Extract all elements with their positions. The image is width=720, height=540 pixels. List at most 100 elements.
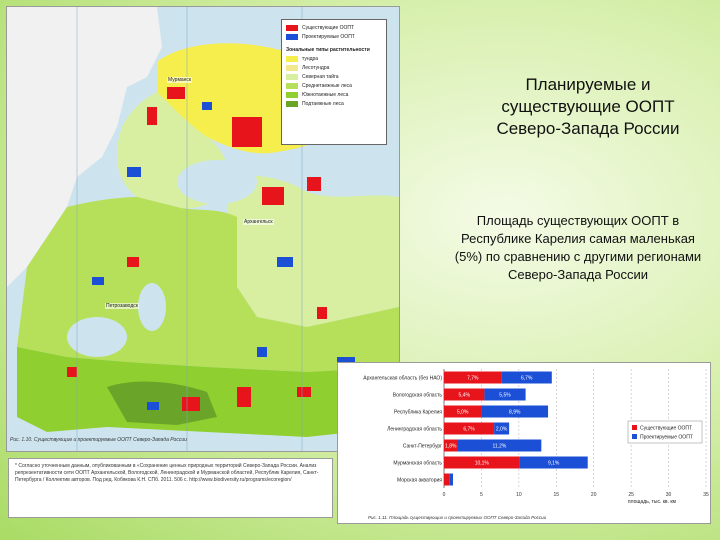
planned-patch: [257, 347, 267, 357]
bar-planned: [484, 388, 526, 401]
bar-existing: [444, 371, 502, 384]
legend-label: Среднетаежные леса: [302, 83, 352, 89]
legend-swatch: [286, 74, 298, 80]
bar-planned: [519, 456, 588, 469]
footnote-text: * Согласно уточненным данным, опубликова…: [15, 463, 319, 483]
category-label: Архангельская область (без НАО): [363, 376, 442, 382]
x-tick-label: 0: [443, 492, 446, 498]
x-tick-label: 15: [554, 492, 560, 498]
bar-existing: [444, 473, 450, 486]
legend-zone-item: Подтаежные леса: [286, 100, 382, 108]
legend-zone-item: Лесотундра: [286, 64, 382, 72]
category-label: Вологодская область: [393, 393, 443, 399]
chart-legend-swatch: [632, 434, 637, 439]
legend-label: тундра: [302, 56, 319, 62]
oopt-patch: [167, 87, 185, 99]
bar-existing: [444, 439, 458, 452]
chart-legend: [627, 420, 703, 444]
legend-swatch: [286, 56, 298, 62]
map-foreign-land: [7, 7, 162, 287]
legend-item-existing: Существующие ООПТ: [286, 24, 382, 32]
data-label: 8,9%: [509, 410, 521, 416]
x-tick-label: 20: [591, 492, 597, 498]
oopt-patch: [317, 307, 327, 319]
bar-existing: [444, 456, 520, 469]
x-tick-label: 25: [628, 492, 634, 498]
legend-label: Южнотаежные леса: [302, 92, 349, 98]
legend-label: Существующие ООПТ: [302, 25, 355, 31]
data-label: 10,1%: [475, 461, 490, 467]
map-ladoga-lake: [67, 317, 127, 357]
slide-title: Планируемые и существующие ООПТ Северо-З…: [496, 75, 680, 138]
chart-legend-label: Существующие ООПТ: [640, 426, 692, 432]
legend-label: Подтаежные леса: [302, 101, 344, 107]
oopt-patch: [262, 187, 284, 205]
data-label: 5,5%: [499, 393, 511, 399]
oopt-patch: [297, 387, 311, 397]
area-bar-chart: 0 5 10 15 20 25 30 35 площадь, тыс. кв. км Арханг…: [363, 369, 709, 520]
data-label: 9,1%: [548, 461, 560, 467]
planned-patch: [92, 277, 104, 285]
map-subtaiga: [107, 381, 217, 425]
bar-planned: [481, 405, 549, 418]
map-panel: Существующие ООПТ Проектируемые ООПТ Зон…: [6, 6, 400, 452]
legend-zone-item: тундра: [286, 55, 382, 63]
map-legend: Существующие ООПТ Проектируемые ООПТ Зон…: [281, 19, 387, 145]
data-label: 11,2%: [492, 444, 506, 450]
legend-zone-item: Среднетаежные леса: [286, 82, 382, 90]
bar-planned: [494, 422, 510, 435]
legend-swatch: [286, 65, 298, 71]
legend-zones-heading: Зональные типы растительности: [286, 47, 370, 53]
planned-patch: [277, 257, 293, 267]
legend-swatch: [286, 101, 298, 107]
category-label: Республика Карелия: [394, 410, 442, 416]
map-white-sea: [177, 160, 257, 204]
category-label: Мурманская область: [393, 461, 442, 467]
chart-caption: Рис. 1.11. Площадь существующих и проект…: [368, 515, 547, 520]
chart-panel: 0 5 10 15 20 25 30 35 площадь, тыс. кв. км Арханг…: [337, 362, 711, 524]
legend-zone-list: тундра Лесотундра Северная тайга Среднетаеж…: [286, 55, 382, 108]
legend-swatch: [286, 83, 298, 89]
legend-zone-item: Южнотаежные леса: [286, 91, 382, 99]
bar-existing: [444, 388, 485, 401]
legend-label: Северная тайга: [302, 74, 339, 80]
data-label: 5,0%: [457, 410, 469, 416]
oopt-patch: [307, 177, 321, 191]
map-protected-areas: [67, 87, 355, 411]
category-label: Санкт-Петербург: [403, 444, 442, 450]
planned-patch: [202, 102, 212, 110]
legend-swatch: [286, 25, 298, 31]
chart-legend-label: Проектируемые ООПТ: [640, 435, 693, 441]
bar-planned: [449, 473, 453, 486]
planned-patch: [147, 402, 159, 410]
bar-planned: [501, 371, 552, 384]
oopt-patch: [67, 367, 77, 377]
bar-existing: [444, 422, 495, 435]
map-onega-lake: [138, 283, 166, 331]
x-tick-label: 30: [666, 492, 672, 498]
map-north-taiga-east: [227, 175, 399, 327]
data-label: 5,4%: [459, 393, 471, 399]
map-caption: Рис. 1.10. Существующие и проектируемые …: [10, 437, 187, 443]
data-label: 1,8%: [445, 444, 457, 450]
oopt-patch: [182, 397, 200, 411]
legend-item-planned: Проектируемые ООПТ: [286, 33, 382, 41]
category-label: Морская акватория: [397, 478, 442, 484]
x-tick-label: 5: [480, 492, 483, 498]
place-label-arkhangelsk: Архангельск: [243, 219, 274, 225]
oopt-patch: [237, 387, 251, 407]
data-label: 2,0%: [496, 427, 508, 433]
place-label-murmansk: Мурманск: [167, 77, 193, 83]
oopt-patch: [127, 257, 139, 267]
x-axis-label: площадь, тыс. кв. км: [628, 499, 677, 505]
x-tick-label: 35: [703, 492, 709, 498]
bar-existing: [444, 405, 482, 418]
slide-subtitle: Площадь существующих ООПТ в Республике К…: [454, 213, 702, 282]
legend-label: Проектируемые ООПТ: [302, 34, 355, 40]
chart-legend-swatch: [632, 425, 637, 430]
place-label-petrozavodsk: Петрозаводск: [105, 303, 139, 309]
planned-patch: [127, 167, 141, 177]
legend-zone-item: Северная тайга: [286, 73, 382, 81]
map-south-taiga: [17, 347, 399, 437]
bar-planned: [457, 439, 542, 452]
